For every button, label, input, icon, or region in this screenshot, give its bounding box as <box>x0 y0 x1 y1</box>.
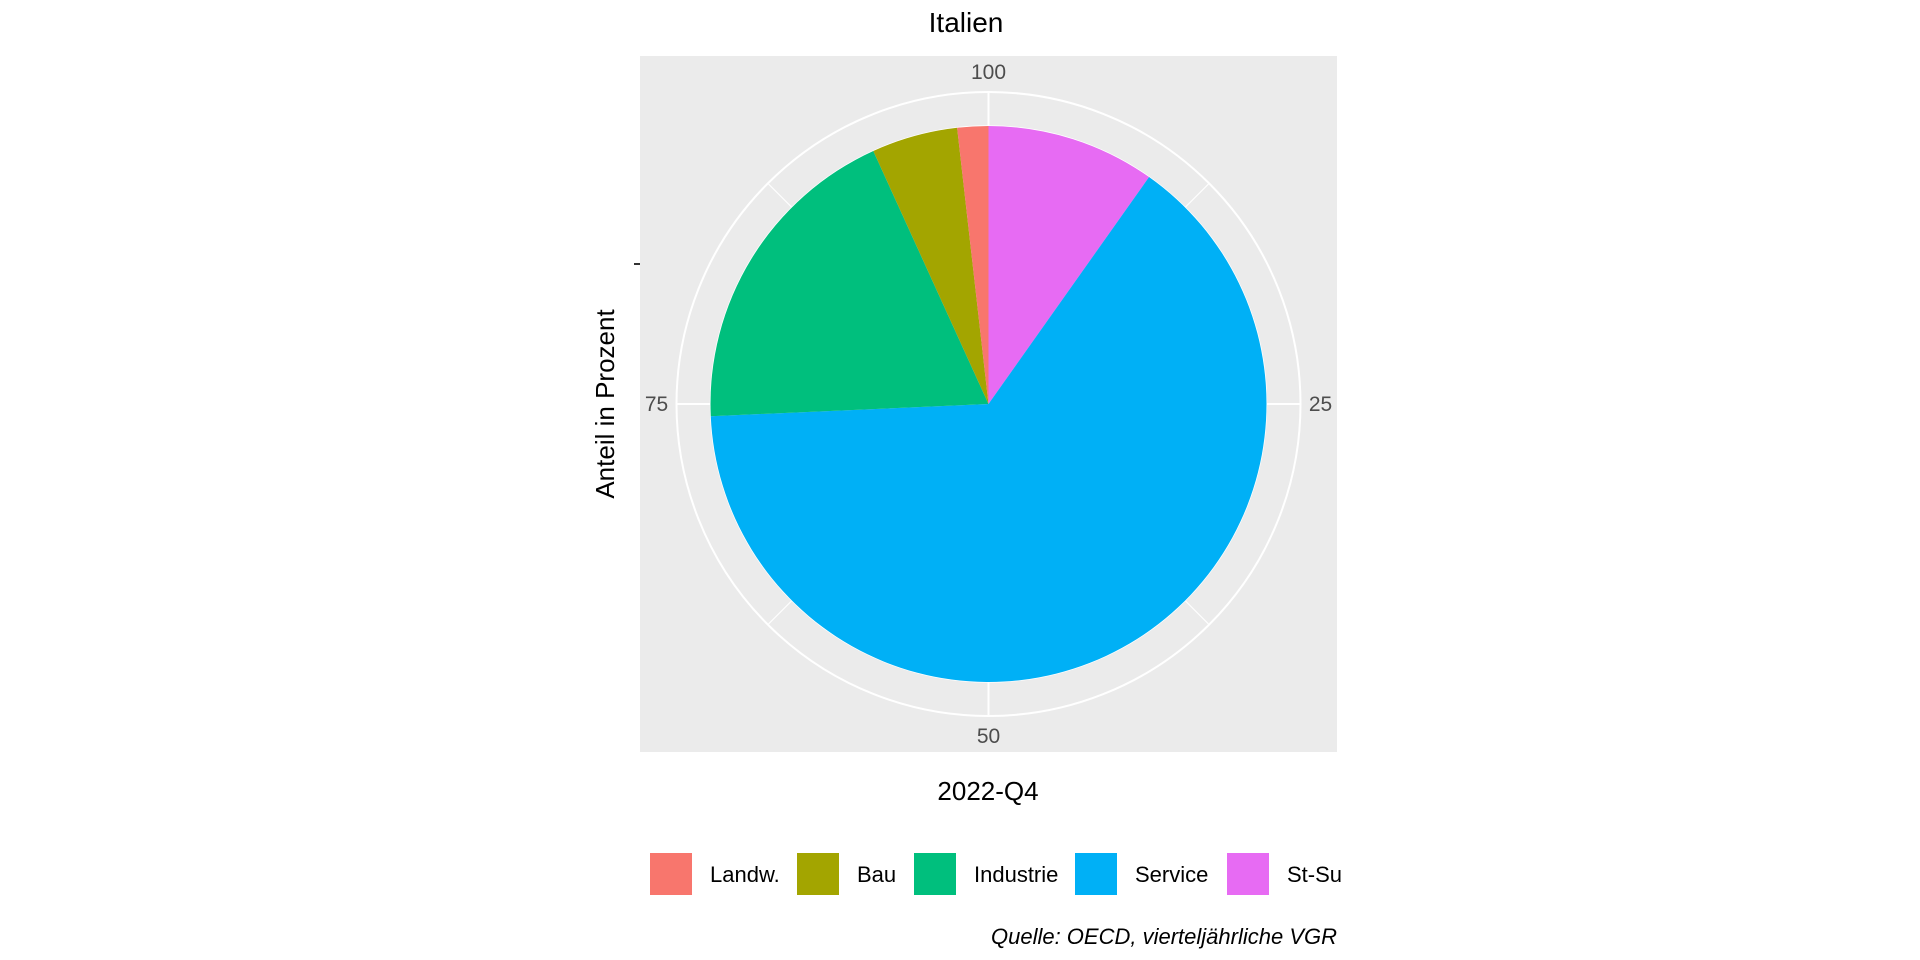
pie-slice-bau <box>873 127 989 404</box>
legend-label-st-su: St-Su <box>1287 862 1342 887</box>
angle-tick-label: 25 <box>1309 393 1332 416</box>
legend-label-landw: Landw. <box>710 862 780 887</box>
pie-slice-service <box>710 177 1267 683</box>
legend-key-bau <box>797 853 839 895</box>
x-axis-title: 2022-Q4 <box>937 776 1038 806</box>
angle-tick-label: 50 <box>977 725 1000 748</box>
legend-key-st-su <box>1227 853 1269 895</box>
legend-key-landw <box>650 853 692 895</box>
legend-label-industrie: Industrie <box>974 862 1058 887</box>
angle-tick-label: 75 <box>645 393 668 416</box>
angle-ticks: 100 25 50 75 <box>645 61 1332 748</box>
pie-slices <box>710 126 1267 683</box>
legend-key-industrie <box>914 853 956 895</box>
angle-tick-label: 100 <box>971 61 1006 84</box>
pie-slice-st-su <box>988 126 1150 404</box>
pie-slice-industrie <box>710 150 989 417</box>
source-caption: Quelle: OECD, vierteljährliche VGR <box>991 924 1337 949</box>
y-axis-title: Anteil in Prozent <box>590 309 620 499</box>
legend-label-service: Service <box>1135 862 1208 887</box>
legend-key-service <box>1075 853 1117 895</box>
legend: Landw. Bau Industrie Service St-Su <box>650 853 1342 895</box>
chart-title: Italien <box>929 7 1004 38</box>
legend-label-bau: Bau <box>857 862 896 887</box>
pie-slice-landw <box>957 126 989 404</box>
